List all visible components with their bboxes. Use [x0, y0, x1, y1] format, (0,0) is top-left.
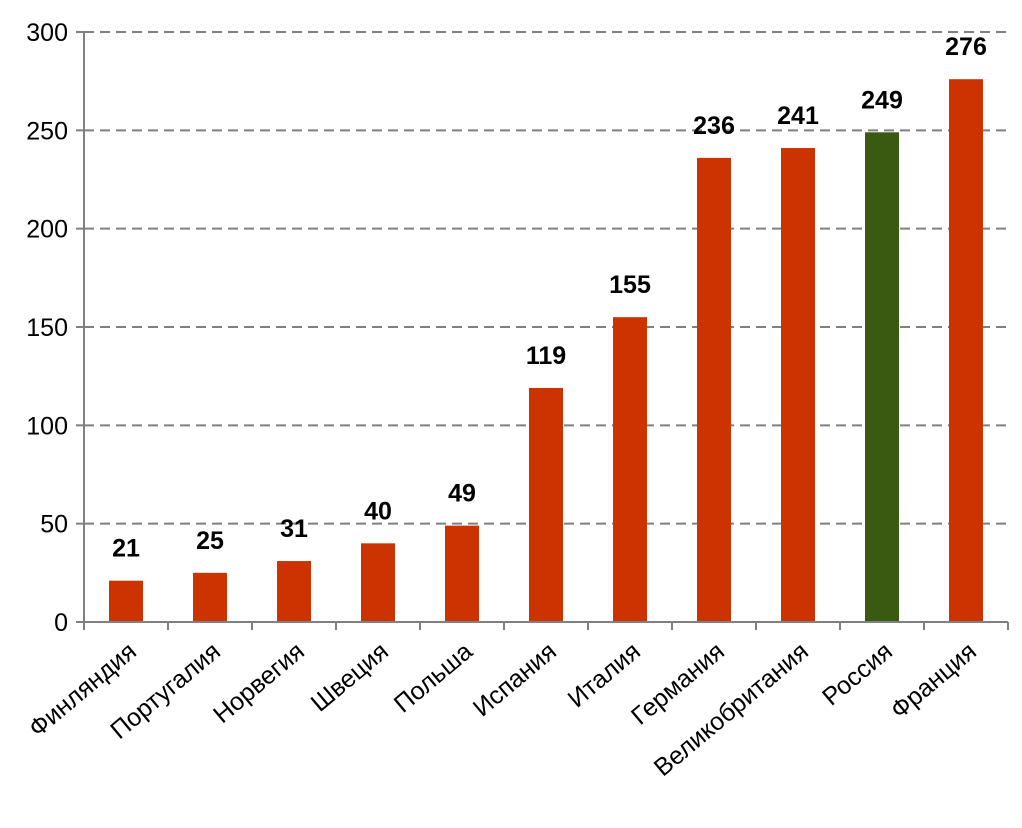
bars — [109, 79, 983, 623]
x-axis-labels: ФинляндияПортугалияНорвегияШвецияПольшаИ… — [24, 637, 982, 782]
data-labels: 21 25 31 40 49 119 155 236 241 249 276 — [112, 33, 987, 563]
y-tick-label: 0 — [54, 609, 68, 637]
axes — [83, 32, 1009, 630]
bar — [193, 572, 227, 622]
y-tick-label: 250 — [26, 117, 68, 145]
bar-value-label: 249 — [861, 86, 903, 114]
bar — [277, 561, 311, 622]
bar-value-label: 119 — [526, 342, 566, 370]
bar — [109, 580, 143, 622]
y-tick-label: 150 — [26, 314, 68, 342]
bar — [613, 317, 647, 622]
bar-value-label: 155 — [609, 271, 651, 299]
bar-value-label: 31 — [280, 515, 308, 543]
x-category-label: Польша — [389, 637, 478, 718]
x-category-label: Франция — [885, 637, 981, 724]
y-tick-label: 100 — [26, 412, 68, 440]
bar — [529, 387, 563, 622]
bar — [949, 79, 983, 622]
x-category-label: Россия — [817, 637, 898, 711]
bar-value-label: 21 — [112, 535, 140, 563]
x-category-label: Норвегия — [208, 637, 310, 729]
y-tick-label: 200 — [26, 216, 68, 244]
x-category-label: Швеция — [306, 637, 394, 717]
bar-value-label: 49 — [448, 480, 476, 508]
bar — [361, 543, 395, 622]
bar-value-label: 25 — [196, 527, 224, 555]
bar — [865, 132, 899, 623]
bar-value-label: 241 — [777, 102, 819, 130]
y-tick-label: 300 — [26, 19, 68, 47]
x-category-label: Великобритания — [649, 637, 814, 782]
bar — [781, 148, 815, 623]
gridlines — [84, 31, 1008, 525]
x-category-label: Испания — [468, 637, 562, 722]
y-tick-label: 50 — [40, 511, 68, 539]
y-axis-ticks: 0 50 100 150 200 250 300 — [26, 19, 84, 637]
bar-value-label: 276 — [945, 33, 987, 61]
bar-value-label: 236 — [693, 112, 735, 140]
bar — [445, 525, 479, 622]
bar — [697, 157, 731, 622]
bar-value-label: 40 — [364, 497, 392, 525]
